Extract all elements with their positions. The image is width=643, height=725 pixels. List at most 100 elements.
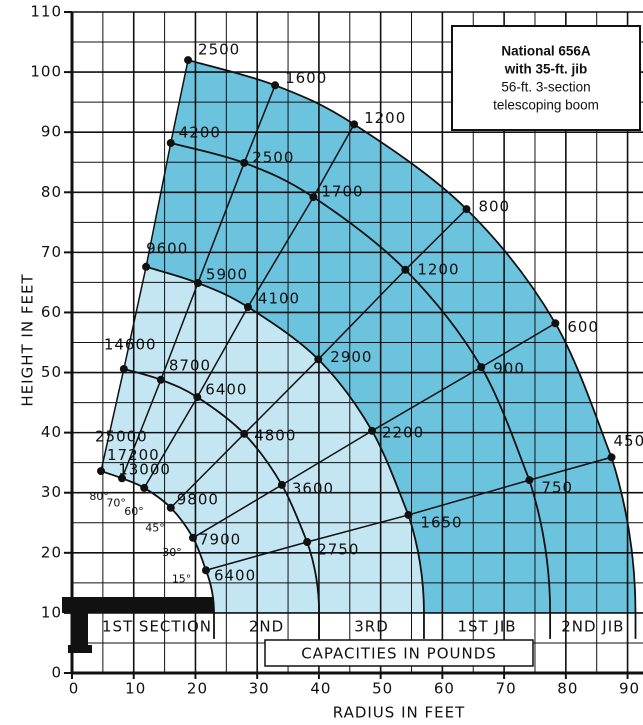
y-tick-label: 0 xyxy=(51,664,62,682)
capacity-label: 4100 xyxy=(258,290,300,308)
capacity-label: 1650 xyxy=(420,513,462,531)
fill-layer xyxy=(101,60,636,613)
capacity-label: 600 xyxy=(567,318,599,336)
x-tick-label: 20 xyxy=(187,680,208,698)
capacity-label: 25000 xyxy=(95,428,148,446)
capacity-label: 4800 xyxy=(254,426,296,444)
x-axis-title: RADIUS IN FEET xyxy=(333,704,465,722)
capacity-point xyxy=(404,510,413,519)
capacity-label: 2500 xyxy=(198,41,240,59)
section-label: 1ST JIB xyxy=(457,617,516,635)
x-tick-label: 0 xyxy=(69,680,80,698)
capacity-point xyxy=(156,375,165,384)
capacity-label: 6400 xyxy=(214,567,256,585)
section-label: 2ND xyxy=(249,617,284,635)
capacity-label: 1700 xyxy=(321,183,363,201)
y-tick-label: 40 xyxy=(41,423,62,441)
capacity-label: 1200 xyxy=(417,260,459,278)
boom xyxy=(62,597,214,653)
x-tick-label: 50 xyxy=(372,680,393,698)
x-tick-label: 30 xyxy=(249,680,270,698)
capacity-point xyxy=(350,120,359,129)
capacity-area xyxy=(101,266,424,613)
capacity-point xyxy=(309,193,318,202)
y-tick-label: 30 xyxy=(41,483,62,501)
capacity-label: 8700 xyxy=(169,356,211,374)
y-axis-title: HEIGHT IN FEET xyxy=(19,273,37,406)
capacity-point xyxy=(184,56,193,65)
capacity-label: 750 xyxy=(541,479,573,497)
capacity-label: 450 xyxy=(614,432,643,450)
section-label: 3RD xyxy=(354,617,389,635)
capacity-point xyxy=(166,503,175,512)
capacity-point xyxy=(193,279,202,288)
capacity-label: 1600 xyxy=(285,69,327,87)
caption-line: telescoping boom xyxy=(493,98,599,113)
y-tick-label: 60 xyxy=(41,303,62,321)
y-tick-label: 90 xyxy=(41,123,62,141)
capacity-point xyxy=(243,303,252,312)
capacity-point xyxy=(119,364,128,373)
value-label-box xyxy=(264,639,534,667)
x-tick-label: 60 xyxy=(434,680,455,698)
capacity-label: 4200 xyxy=(179,123,221,141)
capacity-label: 2900 xyxy=(330,348,372,366)
boom-arc-extension xyxy=(306,541,321,613)
caption-line: 56-ft. 3-section xyxy=(501,80,590,95)
capacity-label: 7900 xyxy=(199,530,241,548)
capacity-point xyxy=(140,483,149,492)
boom-arc-extension xyxy=(528,479,552,613)
capacity-label: 2750 xyxy=(317,541,359,559)
boom-base xyxy=(68,645,92,653)
capacity-point xyxy=(303,538,312,547)
angle-label: 70° xyxy=(106,497,126,510)
angle-label: 30° xyxy=(162,546,182,559)
capacity-label: 2500 xyxy=(252,148,294,166)
capacity-label: 14600 xyxy=(104,335,157,353)
capacity-point xyxy=(193,393,202,402)
capacity-point xyxy=(166,138,175,147)
capacity-point xyxy=(97,467,106,476)
boom-post xyxy=(72,605,88,651)
caption-line: with 35-ft. jib xyxy=(504,62,588,77)
capacity-point xyxy=(240,429,249,438)
capacity-label: 2200 xyxy=(382,423,424,441)
capacity-label: 9800 xyxy=(177,490,219,508)
capacity-point xyxy=(142,262,151,271)
angle-label: 80° xyxy=(89,490,109,503)
capacity-label: 6400 xyxy=(205,381,247,399)
capacity-point xyxy=(401,265,410,274)
caption-box xyxy=(451,25,641,131)
y-tick-label: 20 xyxy=(41,543,62,561)
x-tick-label: 80 xyxy=(557,680,578,698)
y-tick-label: 50 xyxy=(41,363,62,381)
capacity-point xyxy=(477,363,486,372)
y-tick-label: 80 xyxy=(41,183,62,201)
capacity-label: 900 xyxy=(493,360,525,378)
x-tick-label: 40 xyxy=(310,680,331,698)
capacity-point xyxy=(277,480,286,489)
boom-arc-extension xyxy=(407,514,425,613)
angle-label: 60° xyxy=(124,505,144,518)
y-tick-label: 10 xyxy=(41,603,62,621)
capacity-label: 9600 xyxy=(146,239,188,257)
capacity-label: 3600 xyxy=(292,479,334,497)
capacity-point xyxy=(607,453,616,462)
capacity-point xyxy=(525,476,534,485)
capacity-label: 13000 xyxy=(118,460,171,478)
y-tick-label: 110 xyxy=(30,3,62,21)
capacity-point xyxy=(188,533,197,542)
section-label: 2ND JIB xyxy=(561,617,624,635)
capacity-label: 1200 xyxy=(364,109,406,127)
capacity-area xyxy=(146,60,636,613)
y-tick-label: 100 xyxy=(30,63,62,81)
x-tick-label: 10 xyxy=(125,680,146,698)
x-tick-label: 90 xyxy=(619,680,640,698)
value-label: CAPACITIES IN POUNDS xyxy=(301,645,497,663)
y-tick-label: 70 xyxy=(41,243,62,261)
capacity-point xyxy=(462,205,471,214)
capacity-label: 5900 xyxy=(206,266,248,284)
capacity-label: 17200 xyxy=(107,446,160,464)
capacity-point xyxy=(271,81,280,90)
